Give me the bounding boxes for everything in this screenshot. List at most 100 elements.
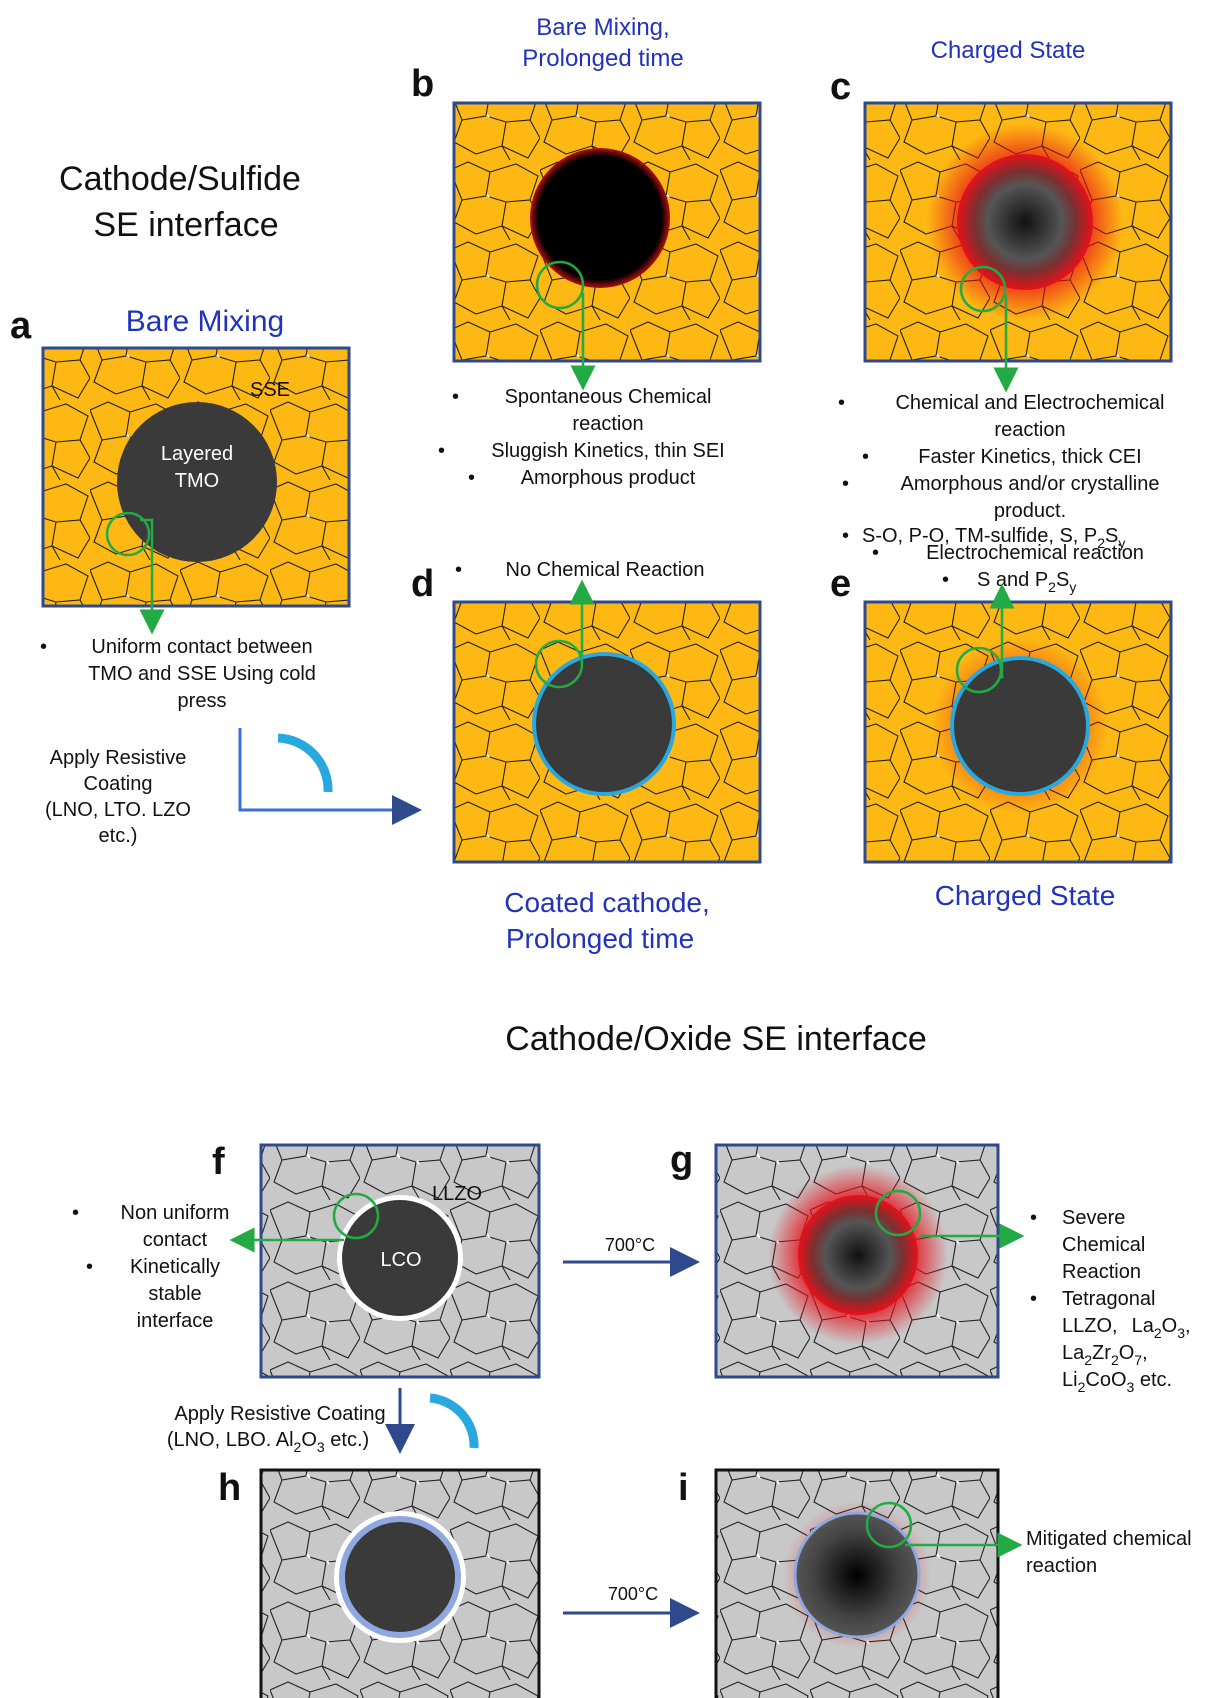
- interface-marker: [865, 1501, 913, 1549]
- bullet: •: [842, 525, 849, 547]
- bullet: •: [452, 386, 459, 408]
- panel-i-note-1: Mitigated chemical: [1026, 1528, 1192, 1550]
- coating-step-line3: (LNO, LTO. LZO: [45, 799, 191, 821]
- panel-g-note-6: La2Zr2O7,: [1062, 1342, 1148, 1368]
- interface-marker: [874, 1189, 922, 1237]
- panel-h-frame: [259, 1468, 541, 1698]
- panel-a-letter: a: [10, 305, 32, 347]
- bullet: •: [942, 569, 949, 591]
- panel-c-note-1: Chemical and Electrochemical: [895, 392, 1164, 414]
- panel-a-frame: [41, 346, 351, 635]
- panel-b-frame: [452, 101, 762, 391]
- panel-g-note-2: Chemical: [1062, 1234, 1145, 1256]
- panel-b-header-line2: Prolonged time: [522, 45, 683, 72]
- bullet: •: [872, 542, 879, 564]
- oxide-title: Cathode/Oxide SE interface: [505, 1020, 926, 1058]
- panel-a-note-1: Uniform contact between: [91, 636, 312, 658]
- coating-step-line2: Coating: [84, 773, 153, 795]
- panel-c-note-3: Faster Kinetics, thick CEI: [918, 446, 1141, 468]
- bullet: •: [838, 392, 845, 414]
- panel-i-note-2: reaction: [1026, 1555, 1097, 1577]
- panel-f-note-2: contact: [143, 1229, 208, 1251]
- sse-label: SSE: [250, 379, 290, 401]
- panel-b-note-3: Sluggish Kinetics, thin SEI: [491, 440, 724, 462]
- interface-marker: [959, 265, 1007, 313]
- coated-lco-particle: [339, 1516, 461, 1638]
- coated-reacted-particle: [793, 1511, 921, 1639]
- panel-b-header-line1: Bare Mixing,: [536, 14, 669, 41]
- bullet: •: [438, 440, 445, 462]
- panel-b-note-2: reaction: [572, 413, 643, 435]
- panel-i-letter: i: [678, 1467, 689, 1509]
- bullet: •: [842, 473, 849, 495]
- interface-marker: [105, 511, 151, 557]
- panel-a-note-2: TMO and SSE Using cold: [88, 663, 316, 685]
- panel-f-note-4: stable: [148, 1283, 201, 1305]
- panel-d-frame: [452, 579, 762, 864]
- bullet: •: [86, 1256, 93, 1278]
- panel-b-letter: b: [411, 63, 434, 105]
- coating-step-line1: Apply Resistive: [50, 747, 187, 769]
- panel-g-note-3: Reaction: [1062, 1261, 1141, 1283]
- bullet: •: [862, 446, 869, 468]
- panel-h-letter: h: [218, 1467, 241, 1509]
- panel-f-note-3: Kinetically: [130, 1256, 220, 1278]
- panel-i-frame: [714, 1468, 1023, 1698]
- interface-marker: [535, 260, 585, 310]
- oxide-coating-arrow: [385, 1388, 479, 1454]
- oxide-coating-line2: (LNO, LBO. Al2O3 etc.): [167, 1429, 369, 1455]
- bullet: •: [40, 636, 47, 658]
- interface-marker: [534, 639, 584, 689]
- panel-d-note: No Chemical Reaction: [506, 559, 705, 581]
- temp-label-hi: 700°C: [608, 1584, 658, 1604]
- bullet: •: [72, 1202, 79, 1224]
- bullet: •: [1030, 1288, 1037, 1310]
- panel-g-note-5: LLZO, La2O3,: [1062, 1315, 1191, 1341]
- lco-particle: [342, 1200, 458, 1316]
- panel-c-header: Charged State: [931, 37, 1086, 64]
- panel-g-frame: [714, 1143, 1025, 1379]
- lco-label: LCO: [380, 1249, 421, 1271]
- reacted-lco-particle: [798, 1195, 918, 1315]
- panel-g-letter: g: [670, 1139, 693, 1181]
- panel-c-letter: c: [830, 66, 851, 108]
- layered-tmo-particle: [117, 402, 277, 562]
- coating-arrow: [238, 728, 422, 825]
- panel-a-note-3: press: [178, 690, 227, 712]
- particle-label-line1: Layered: [161, 443, 233, 465]
- panel-c-note-5: product.: [994, 500, 1066, 522]
- coating-step-line4: etc.): [99, 825, 138, 847]
- coated-particle: [532, 652, 676, 796]
- panel-c-note-2: reaction: [994, 419, 1065, 441]
- oxide-coating-line1: Apply Resistive Coating: [174, 1403, 385, 1425]
- panel-f-note-1: Non uniform: [121, 1202, 230, 1224]
- sulfide-title-line1: Cathode/Sulfide: [59, 160, 301, 198]
- reacted-particle: [530, 148, 670, 288]
- panel-e-note-1: Electrochemical reaction: [926, 542, 1144, 564]
- interface-marker: [332, 1192, 380, 1240]
- panel-e-footer: Charged State: [935, 880, 1116, 911]
- llzo-label: LLZO: [432, 1183, 482, 1205]
- panel-b-note-4: Amorphous product: [521, 467, 696, 489]
- bullet: •: [455, 559, 462, 581]
- panel-a-header: Bare Mixing: [126, 305, 284, 338]
- panel-b-note-1: Spontaneous Chemical: [505, 386, 712, 408]
- panel-g-note-1: Severe: [1062, 1207, 1125, 1229]
- panel-g-note-4: Tetragonal: [1062, 1288, 1155, 1310]
- panel-c-note-4: Amorphous and/or crystalline: [900, 473, 1159, 495]
- panel-d-footer-line2: Prolonged time: [506, 923, 694, 954]
- panel-f-note-5: interface: [137, 1310, 214, 1332]
- sulfide-title-line2: SE interface: [93, 206, 278, 244]
- coated-charged-particle: [950, 656, 1090, 796]
- panel-e-note-2: S and P2Sy: [977, 569, 1076, 595]
- panel-c-frame: [863, 101, 1173, 393]
- temp-label-fg: 700°C: [605, 1235, 655, 1255]
- bullet: •: [1030, 1207, 1037, 1229]
- panel-f-frame: [229, 1143, 541, 1379]
- panel-g-note-7: Li2CoO3 etc.: [1062, 1369, 1172, 1395]
- panel-d-letter: d: [411, 563, 434, 605]
- panel-c-note-6: S-O, P-O, TM-sulfide, S, P2Sy: [862, 525, 1125, 551]
- panel-d-footer-line1: Coated cathode,: [504, 887, 710, 918]
- panel-e-frame: [863, 583, 1173, 864]
